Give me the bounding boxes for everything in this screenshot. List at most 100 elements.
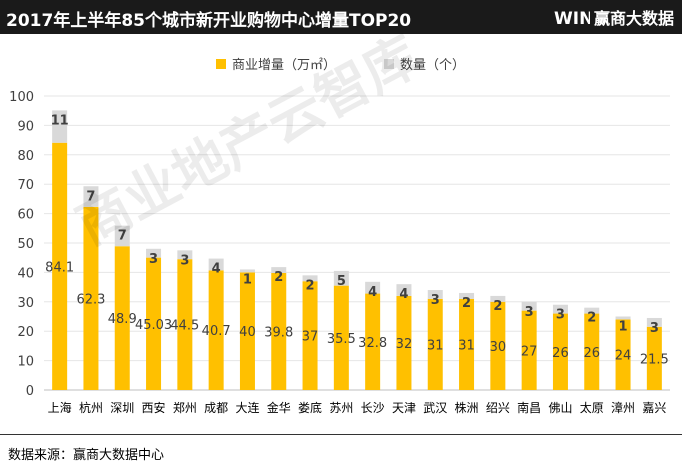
x-tick-label: 株洲: [455, 400, 479, 415]
data-label-area: 31: [458, 338, 475, 353]
bar-area-11: [396, 295, 412, 390]
bar-area-14: [490, 301, 506, 390]
y-tick-label: 50: [17, 237, 34, 252]
bar-count-18: [615, 316, 631, 320]
title-bar: 2017年上半年85个城市新开业购物中心增量TOP20 WIN 赢商大数据: [0, 0, 682, 34]
data-label-count: 3: [650, 321, 659, 336]
bar-count-7: [271, 267, 287, 273]
bar-area-1: [83, 206, 99, 390]
bar-count-3: [146, 248, 162, 258]
data-label-area: 32: [396, 337, 413, 352]
bar-count-4: [177, 250, 193, 260]
bar-area-19: [646, 326, 662, 390]
x-tick-label: 金华: [267, 400, 291, 415]
data-label-count: 4: [368, 285, 377, 300]
x-tick-label: 佛山: [548, 401, 572, 415]
x-tick-label: 天津: [392, 401, 416, 415]
data-label-count: 3: [525, 305, 534, 320]
x-tick-label: 南昌: [517, 400, 541, 415]
bar-area-16: [552, 313, 568, 390]
data-label-area: 26: [583, 346, 600, 361]
data-label-area: 39.8: [264, 325, 293, 340]
data-label-count: 4: [212, 262, 221, 277]
bar-area-4: [177, 259, 193, 390]
data-label-count: 7: [118, 229, 127, 244]
data-label-area: 40: [239, 325, 256, 340]
legend-swatch-0: [216, 59, 226, 69]
data-label-area: 40.7: [202, 324, 231, 339]
legend-label-0: 商业增量（万㎡）: [232, 58, 336, 73]
bar-area-10: [365, 293, 381, 390]
x-tick-label: 漳州: [611, 400, 635, 415]
brand: WIN 赢商大数据: [554, 5, 674, 29]
bar-area-12: [427, 298, 443, 390]
data-label-count: 11: [51, 113, 69, 128]
bar-count-16: [552, 304, 568, 314]
bar-count-5: [208, 258, 224, 271]
source-note: 数据来源：赢商大数据中心: [8, 448, 165, 463]
win-logo-text: WIN: [554, 9, 590, 28]
x-tick-label: 上海: [48, 400, 72, 415]
x-tick-label: 深圳: [110, 401, 134, 415]
bar-count-15: [521, 301, 537, 311]
footer-divider: [0, 434, 682, 435]
data-label-area: 26: [552, 346, 569, 361]
bar-area-8: [302, 281, 318, 390]
data-label-area: 45.03: [135, 318, 172, 333]
bar-area-15: [521, 310, 537, 390]
bar-count-6: [239, 269, 255, 273]
data-label-area: 37: [302, 330, 319, 345]
y-tick-label: 20: [17, 325, 34, 340]
bar-count-13: [459, 292, 475, 299]
data-label-count: 2: [306, 278, 315, 293]
data-label-area: 62.3: [76, 292, 105, 307]
bar-count-17: [584, 307, 600, 314]
bar-count-0: [52, 110, 68, 143]
data-label-count: 3: [180, 253, 189, 268]
data-label-area: 84.1: [45, 260, 74, 275]
data-label-count: 2: [493, 299, 502, 314]
x-tick-label: 苏州: [329, 401, 353, 415]
y-tick-label: 70: [17, 178, 34, 193]
y-tick-label: 100: [9, 90, 34, 105]
data-label-area: 44.5: [170, 319, 199, 334]
data-label-area: 30: [490, 340, 507, 355]
x-tick-label: 太原: [580, 400, 604, 415]
data-label-count: 3: [149, 252, 158, 267]
bar-area-5: [208, 270, 224, 390]
data-label-area: 24: [615, 349, 632, 364]
bar-area-2: [114, 246, 130, 390]
data-label-area: 48.9: [108, 312, 137, 327]
grid-layer: [44, 95, 670, 391]
bar-area-3: [146, 257, 162, 390]
data-label-area: 31: [427, 338, 444, 353]
bar-count-12: [427, 290, 443, 299]
x-axis: 上海 杭州 深圳 西安 郑州 成都 大连 金华 娄底 苏州 长沙 天津 武汉 株洲 绍兴 南昌 佛山 太原 漳州 嘉兴: [48, 400, 667, 415]
bar-count-1: [83, 186, 99, 207]
bar-count-8: [302, 275, 318, 282]
data-label-count: 1: [243, 272, 252, 287]
bar-count-9: [333, 270, 349, 286]
y-tick-label: 80: [17, 149, 34, 164]
x-tick-label: 嘉兴: [642, 401, 666, 415]
data-label-count: 5: [337, 274, 346, 289]
x-tick-label: 绍兴: [486, 401, 510, 415]
bar-area-6: [239, 272, 255, 390]
x-tick-label: 西安: [142, 400, 166, 415]
bar-count-11: [396, 284, 412, 296]
win-logo-icon: WIN: [554, 9, 590, 28]
bar-count-10: [365, 281, 381, 294]
brand-name: 赢商大数据: [593, 9, 674, 28]
data-label-count: 1: [619, 320, 628, 335]
data-label-count: 2: [587, 311, 596, 326]
legend: 商业增量（万㎡） 数量（个）: [216, 58, 465, 73]
data-label-count: 4: [399, 287, 408, 302]
chart-title: 2017年上半年85个城市新开业购物中心增量TOP20: [6, 11, 412, 31]
legend-label-1: 数量（个）: [400, 58, 465, 73]
x-tick-label: 大连: [235, 400, 259, 415]
data-label-count: 2: [462, 296, 471, 311]
data-label-count: 3: [431, 293, 440, 308]
y-tick-label: 0: [26, 384, 34, 399]
